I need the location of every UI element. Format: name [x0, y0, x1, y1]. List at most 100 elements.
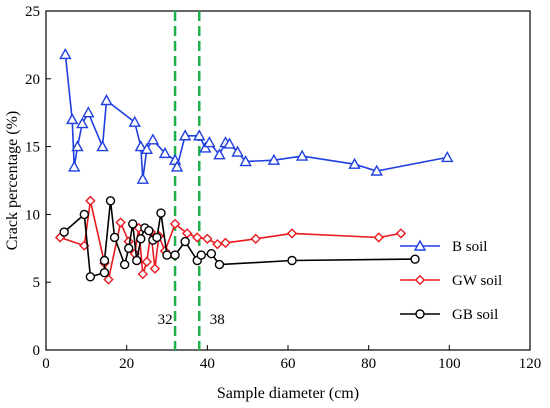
legend-label: B soil — [452, 239, 487, 255]
vline-label-32: 32 — [158, 312, 173, 328]
data-point-gw-soil — [103, 274, 114, 285]
data-point-b-soil — [136, 172, 149, 184]
x-tick-label: 80 — [361, 356, 376, 372]
data-point-gb-soil — [152, 232, 162, 243]
axes — [45, 10, 531, 351]
data-point-gw-soil — [202, 233, 213, 244]
data-point-gw-soil — [395, 228, 407, 239]
data-point-gw-soil — [149, 263, 161, 274]
data-point-gb-soil — [206, 249, 217, 259]
data-point-gb-soil — [156, 208, 166, 218]
data-point-gb-soil — [170, 250, 180, 260]
data-point-gw-soil — [192, 232, 203, 243]
legend-item-b-soil: B soil — [400, 239, 487, 255]
y-tick-label: 25 — [25, 4, 40, 20]
data-point-b-soil — [100, 94, 113, 106]
data-point-b-soil — [134, 140, 147, 152]
legend-swatch-marker — [414, 274, 426, 286]
data-point-gw-soil — [220, 237, 231, 249]
data-point-gb-soil — [123, 243, 134, 254]
legend-item-gw-soil: GW soil — [400, 273, 502, 289]
data-point-b-soil — [140, 142, 154, 155]
data-point-gb-soil — [410, 254, 420, 264]
data-point-gb-soil — [99, 268, 110, 278]
data-point-gw-soil — [115, 217, 126, 228]
data-point-gb-soil — [214, 259, 225, 270]
data-point-gw-soil — [137, 268, 148, 280]
y-tick-label: 10 — [25, 207, 40, 223]
data-point-b-soil — [441, 151, 454, 163]
data-point-gb-soil — [162, 250, 172, 260]
y-tick-label: 0 — [33, 343, 41, 359]
data-point-b-soil — [223, 137, 236, 149]
data-point-b-soil — [71, 140, 84, 152]
legend-swatch-marker — [415, 309, 425, 319]
data-point-b-soil — [193, 129, 206, 141]
data-point-b-soil — [267, 153, 281, 165]
data-point-b-soil — [295, 149, 309, 161]
x-axis-title: Sample diameter (cm) — [217, 385, 359, 402]
data-point-gb-soil — [59, 227, 69, 237]
data-point-gb-soil — [105, 196, 116, 206]
data-point-gw-soil — [212, 239, 223, 250]
x-tick-label: 100 — [438, 356, 461, 372]
data-point-b-soil — [213, 148, 226, 160]
data-point-gb-soil — [132, 255, 142, 266]
data-point-gw-soil — [250, 233, 261, 244]
reference-lines: 32 38 — [158, 11, 225, 350]
legend-label: GW soil — [452, 273, 502, 289]
data-point-gb-soil — [119, 259, 130, 270]
data-point-b-soil — [199, 141, 212, 153]
data-point-b-soil — [158, 146, 172, 159]
series-gb-soil — [59, 196, 420, 282]
x-tick-label: 60 — [281, 356, 296, 372]
data-point-gw-soil — [169, 218, 181, 230]
y-tick-label: 5 — [33, 275, 41, 291]
data-point-gb-soil — [128, 219, 138, 229]
data-point-b-soil — [82, 106, 95, 118]
data-point-b-soil — [370, 164, 383, 176]
plot-frame — [45, 10, 531, 351]
data-point-b-soil — [76, 117, 89, 129]
x-tick-label: 0 — [42, 356, 50, 372]
data-point-b-soil — [203, 136, 216, 148]
y-axis-title: Crack percentage (%) — [4, 111, 21, 250]
data-point-gb-soil — [85, 272, 96, 282]
legend: B soil GW soil GB soil — [400, 239, 502, 323]
data-point-b-soil — [96, 140, 109, 152]
data-point-b-soil — [231, 145, 244, 157]
data-point-b-soil — [239, 155, 252, 167]
data-point-gb-soil — [196, 250, 206, 260]
data-point-gb-soil — [287, 255, 297, 266]
data-point-b-soil — [178, 129, 192, 141]
data-point-gb-soil — [144, 225, 154, 236]
data-point-b-soil — [66, 113, 79, 125]
legend-label: GB soil — [452, 307, 498, 323]
legend-swatch-marker — [413, 239, 427, 251]
data-point-gw-soil — [373, 232, 384, 243]
data-point-gb-soil — [180, 236, 190, 247]
vline-label-38: 38 — [210, 312, 225, 328]
data-point-gb-soil — [136, 234, 146, 244]
series-line-b-soil — [64, 54, 448, 180]
data-point-b-soil — [68, 160, 81, 172]
series-group — [54, 47, 454, 285]
data-point-b-soil — [170, 160, 184, 172]
x-tick-label: 40 — [200, 356, 215, 372]
data-point-b-soil — [59, 47, 72, 60]
x-tick-label: 120 — [519, 356, 542, 372]
data-point-gb-soil — [109, 232, 120, 243]
data-point-b-soil — [128, 115, 141, 127]
data-point-b-soil — [348, 157, 361, 169]
data-point-gw-soil — [141, 256, 153, 268]
legend-item-gb-soil: GB soil — [400, 307, 498, 323]
data-point-gw-soil — [85, 195, 96, 207]
data-point-gw-soil — [286, 228, 298, 239]
tick-labels: 0 20 40 60 80 100 120 0 5 10 15 20 25 — [25, 4, 541, 372]
series-b-soil — [59, 47, 454, 184]
data-point-gb-soil — [79, 209, 90, 220]
data-point-gb-soil — [99, 255, 110, 266]
x-tick-label: 20 — [119, 356, 134, 372]
y-tick-label: 20 — [25, 72, 40, 88]
